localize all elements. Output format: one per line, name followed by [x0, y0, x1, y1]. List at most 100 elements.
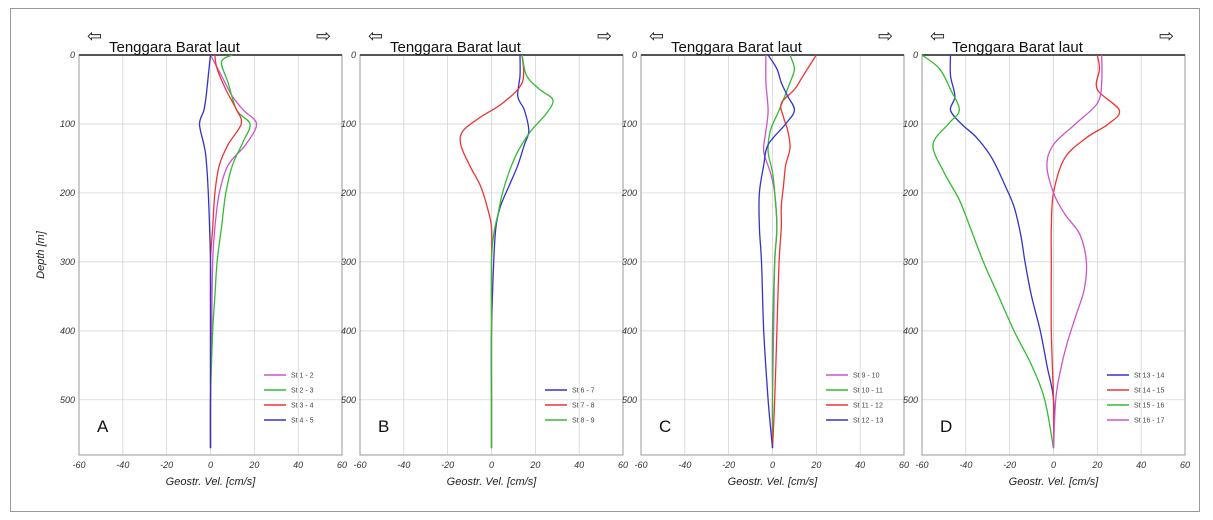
y-tick-label: 0: [70, 50, 75, 60]
panel-letter: A: [97, 417, 109, 436]
y-tick-label: 500: [60, 395, 75, 405]
x-tick-label: 60: [337, 460, 347, 470]
panel-title: Tenggara Barat laut: [390, 39, 522, 56]
y-tick-label: 0: [351, 50, 356, 60]
legend-label: St 11 - 12: [853, 403, 883, 410]
y-tick-label: 400: [903, 326, 918, 336]
y-tick-label: 100: [622, 119, 637, 129]
right-arrow-icon: ⇨: [597, 26, 612, 47]
x-tick-label: -40: [959, 460, 972, 470]
left-arrow-icon: ⇦: [649, 26, 664, 47]
legend-label: St 9 - 10: [853, 373, 880, 380]
x-axis-label: Geostr. Vel. [cm/s]: [1009, 476, 1100, 488]
x-tick-label: -40: [678, 460, 691, 470]
x-tick-label: -40: [116, 460, 129, 470]
legend-label: St 14 - 15: [1134, 388, 1164, 395]
legend-label: St 4 - 5: [291, 418, 314, 425]
legend-label: St 2 - 3: [291, 388, 314, 395]
panel-letter: C: [659, 417, 671, 436]
series-line: [767, 54, 796, 449]
right-arrow-icon: ⇨: [316, 26, 331, 47]
legend-label: St 13 - 14: [1134, 373, 1164, 380]
legend-label: St 10 - 11: [853, 388, 883, 395]
x-tick-label: -60: [915, 460, 928, 470]
x-tick-label: -60: [353, 460, 366, 470]
y-tick-label: 400: [341, 326, 356, 336]
panel-title: Tenggara Barat laut: [671, 39, 803, 56]
y-tick-label: 200: [59, 188, 75, 198]
legend-label: St 7 - 8: [572, 403, 595, 410]
x-tick-label: 0: [770, 460, 775, 470]
series-line: [198, 54, 212, 449]
y-axis-label: Depth [m]: [35, 230, 47, 279]
series-line: [209, 54, 258, 449]
x-axis-label: Geostr. Vel. [cm/s]: [166, 476, 257, 488]
legend-label: St 15 - 16: [1134, 403, 1164, 410]
panel-c: -60 -40 -20 0 20 40 60 0 100 200 300 400 500 Geostr. …: [621, 26, 909, 488]
figure-frame: [10, 8, 1200, 512]
series-line: [209, 54, 243, 449]
x-tick-label: 40: [855, 460, 865, 470]
y-tick-label: 100: [60, 119, 75, 129]
x-tick-label: 20: [529, 460, 540, 470]
x-tick-label: -60: [634, 460, 647, 470]
panel-letter: D: [940, 417, 952, 436]
series-line: [1050, 54, 1121, 449]
x-tick-label: 60: [1180, 460, 1190, 470]
x-tick-label: 20: [1091, 460, 1102, 470]
legend-label: St 6 - 7: [572, 388, 595, 395]
legend-label: St 12 - 13: [853, 418, 883, 425]
y-tick-label: 300: [622, 257, 637, 267]
legend-label: St 1 - 2: [291, 373, 314, 380]
x-axis-label: Geostr. Vel. [cm/s]: [447, 476, 538, 488]
x-tick-label: -20: [722, 460, 735, 470]
series-line: [1046, 54, 1103, 449]
left-arrow-icon: ⇦: [930, 26, 945, 47]
y-tick-label: 100: [903, 119, 918, 129]
y-tick-label: 500: [903, 395, 918, 405]
y-tick-label: 400: [60, 326, 75, 336]
panel-letter: B: [378, 417, 389, 436]
legend-label: St 8 - 9: [572, 418, 595, 425]
x-tick-label: 40: [293, 460, 303, 470]
x-tick-label: -20: [441, 460, 454, 470]
x-tick-label: 0: [1051, 460, 1056, 470]
right-arrow-icon: ⇨: [878, 26, 893, 47]
x-tick-label: -20: [160, 460, 173, 470]
x-tick-label: 60: [618, 460, 628, 470]
series-line: [921, 54, 1055, 449]
right-arrow-icon: ⇨: [1159, 26, 1174, 47]
y-tick-label: 300: [341, 257, 356, 267]
x-tick-label: 0: [208, 460, 213, 470]
y-tick-label: 500: [341, 395, 356, 405]
y-tick-label: 100: [341, 119, 356, 129]
series-line: [209, 54, 251, 449]
series-line: [490, 54, 554, 449]
y-tick-label: 300: [903, 257, 918, 267]
x-axis-label: Geostr. Vel. [cm/s]: [728, 476, 819, 488]
y-tick-label: 200: [621, 188, 637, 198]
x-tick-label: 20: [810, 460, 821, 470]
panel-title: Tenggara Barat laut: [952, 39, 1084, 56]
y-tick-label: 200: [340, 188, 356, 198]
series-line: [490, 54, 530, 449]
left-arrow-icon: ⇦: [368, 26, 383, 47]
panel-title: Tenggara Barat laut: [109, 39, 241, 56]
x-tick-label: -40: [397, 460, 410, 470]
panel-b: -60 -40 -20 0 20 40 60 0 100 200 300 400 500 Geostr. …: [340, 26, 628, 488]
left-arrow-icon: ⇦: [87, 26, 102, 47]
y-tick-label: 400: [622, 326, 637, 336]
series-line: [949, 54, 1055, 449]
y-tick-label: 500: [622, 395, 637, 405]
x-tick-label: 40: [574, 460, 584, 470]
series-line: [771, 54, 817, 449]
legend-label: St 16 - 17: [1134, 418, 1164, 425]
y-tick-label: 200: [902, 188, 918, 198]
y-tick-label: 0: [913, 50, 918, 60]
x-tick-label: 60: [899, 460, 909, 470]
y-tick-label: 0: [632, 50, 637, 60]
x-tick-label: 0: [489, 460, 494, 470]
panel-a: -60 -40 -20 0 20 40 60 0 100 200 300 400 500 Geostr. …: [59, 26, 347, 488]
x-tick-label: -20: [1003, 460, 1016, 470]
